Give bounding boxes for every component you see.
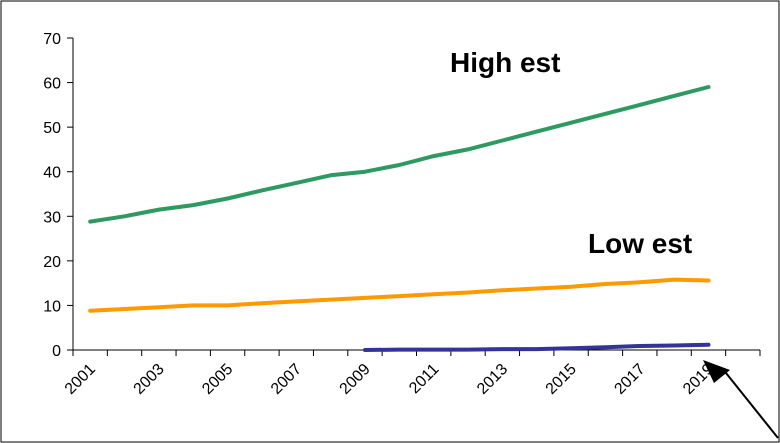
pointer-arrow-line bbox=[721, 367, 779, 439]
annotation-high-est: High est bbox=[450, 47, 560, 78]
y-tick-label: 20 bbox=[43, 254, 61, 271]
pointer-arrow bbox=[703, 360, 779, 439]
y-tick-label: 60 bbox=[43, 76, 61, 93]
annotation-low-est: Low est bbox=[588, 228, 692, 259]
series-group bbox=[88, 85, 711, 352]
pointer-arrow-head bbox=[703, 360, 730, 383]
y-tick-label: 0 bbox=[52, 343, 61, 360]
series-line-1 bbox=[88, 277, 711, 313]
y-tick-label: 70 bbox=[43, 31, 61, 48]
series-line-2 bbox=[363, 342, 711, 352]
y-tick-label: 40 bbox=[43, 165, 61, 182]
series-line-0 bbox=[88, 85, 711, 224]
y-tick-label: 50 bbox=[43, 120, 61, 137]
y-tick-label: 10 bbox=[43, 298, 61, 315]
y-tick-label: 30 bbox=[43, 209, 61, 226]
annotation-group: High est Low est bbox=[450, 47, 692, 259]
